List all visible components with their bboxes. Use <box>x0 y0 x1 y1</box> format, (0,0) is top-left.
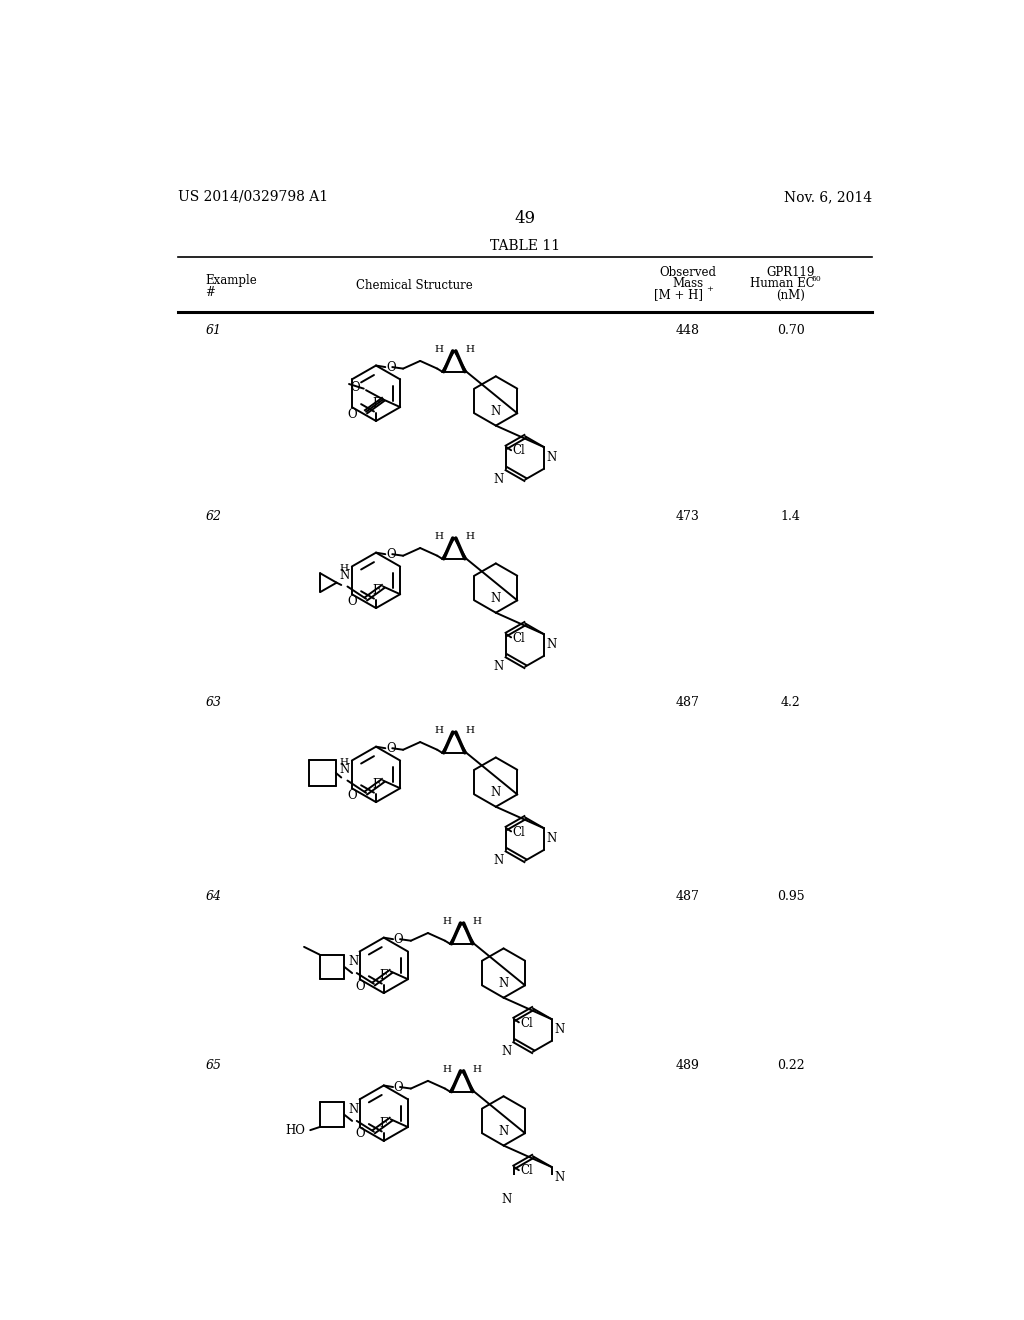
Text: N: N <box>339 763 349 776</box>
Text: O: O <box>386 360 395 374</box>
Text: N: N <box>554 1171 564 1184</box>
Text: 0.70: 0.70 <box>777 323 805 337</box>
Text: Example: Example <box>206 273 257 286</box>
Text: Cl: Cl <box>520 1016 534 1030</box>
Text: O: O <box>386 548 395 561</box>
Text: H: H <box>473 1065 482 1073</box>
Text: N: N <box>502 1193 512 1206</box>
Text: Mass: Mass <box>672 277 703 290</box>
Text: O: O <box>355 1127 365 1140</box>
Text: N: N <box>547 638 557 651</box>
Text: F: F <box>372 585 380 597</box>
Text: N: N <box>490 785 501 799</box>
Text: 473: 473 <box>676 510 699 523</box>
Text: 61: 61 <box>206 323 221 337</box>
Text: 65: 65 <box>206 1059 221 1072</box>
Text: O: O <box>386 742 395 755</box>
Text: Observed: Observed <box>659 267 716 280</box>
Text: 63: 63 <box>206 696 221 709</box>
Text: F: F <box>372 779 380 792</box>
Text: Cl: Cl <box>513 631 525 644</box>
Text: Chemical Structure: Chemical Structure <box>356 279 473 292</box>
Text: 0.22: 0.22 <box>777 1059 805 1072</box>
Text: O: O <box>347 788 356 801</box>
Text: F: F <box>380 1117 388 1130</box>
Text: H: H <box>434 726 443 735</box>
Text: N: N <box>547 451 557 465</box>
Text: O: O <box>347 594 356 607</box>
Text: Cl: Cl <box>513 825 525 838</box>
Text: 49: 49 <box>514 210 536 227</box>
Text: +: + <box>707 285 713 293</box>
Text: N: N <box>490 591 501 605</box>
Text: F: F <box>380 969 388 982</box>
Text: H: H <box>465 726 474 735</box>
Text: H: H <box>434 345 443 354</box>
Text: N: N <box>547 832 557 845</box>
Text: 64: 64 <box>206 890 221 903</box>
Text: GPR119: GPR119 <box>766 267 815 280</box>
Text: O: O <box>347 408 356 421</box>
Text: N: N <box>348 1104 358 1117</box>
Text: O: O <box>394 933 403 945</box>
Text: 0.95: 0.95 <box>777 890 805 903</box>
Text: N: N <box>339 569 349 582</box>
Text: N: N <box>499 1125 509 1138</box>
Text: N: N <box>494 854 504 867</box>
Text: N: N <box>499 977 509 990</box>
Text: [M + H]: [M + H] <box>653 288 702 301</box>
Text: O: O <box>355 979 365 993</box>
Text: TABLE 11: TABLE 11 <box>489 239 560 253</box>
Text: O: O <box>350 380 359 393</box>
Text: N: N <box>554 1023 564 1036</box>
Text: (nM): (nM) <box>776 289 805 302</box>
Text: N: N <box>490 405 501 418</box>
Text: Nov. 6, 2014: Nov. 6, 2014 <box>784 190 872 203</box>
Text: H: H <box>434 532 443 541</box>
Text: H: H <box>473 917 482 925</box>
Text: H: H <box>340 564 349 573</box>
Text: N: N <box>494 474 504 486</box>
Text: HO: HO <box>286 1125 305 1138</box>
Text: 4.2: 4.2 <box>780 696 801 709</box>
Text: N: N <box>502 1045 512 1059</box>
Text: F: F <box>372 397 380 411</box>
Text: Cl: Cl <box>513 445 525 458</box>
Text: N: N <box>348 956 358 969</box>
Text: #: # <box>206 286 215 298</box>
Text: US 2014/0329798 A1: US 2014/0329798 A1 <box>178 190 329 203</box>
Text: 448: 448 <box>676 323 699 337</box>
Text: O: O <box>394 1081 403 1093</box>
Text: 487: 487 <box>676 890 699 903</box>
Text: N: N <box>494 660 504 673</box>
Text: H: H <box>465 345 474 354</box>
Text: H: H <box>442 1065 452 1073</box>
Text: 487: 487 <box>676 696 699 709</box>
Text: 489: 489 <box>676 1059 699 1072</box>
Text: Cl: Cl <box>520 1164 534 1177</box>
Text: 1.4: 1.4 <box>780 510 801 523</box>
Text: 62: 62 <box>206 510 221 523</box>
Text: H: H <box>442 917 452 925</box>
Text: H: H <box>465 532 474 541</box>
Text: Human EC: Human EC <box>751 277 815 290</box>
Text: H: H <box>340 758 349 767</box>
Text: 50: 50 <box>812 275 821 282</box>
